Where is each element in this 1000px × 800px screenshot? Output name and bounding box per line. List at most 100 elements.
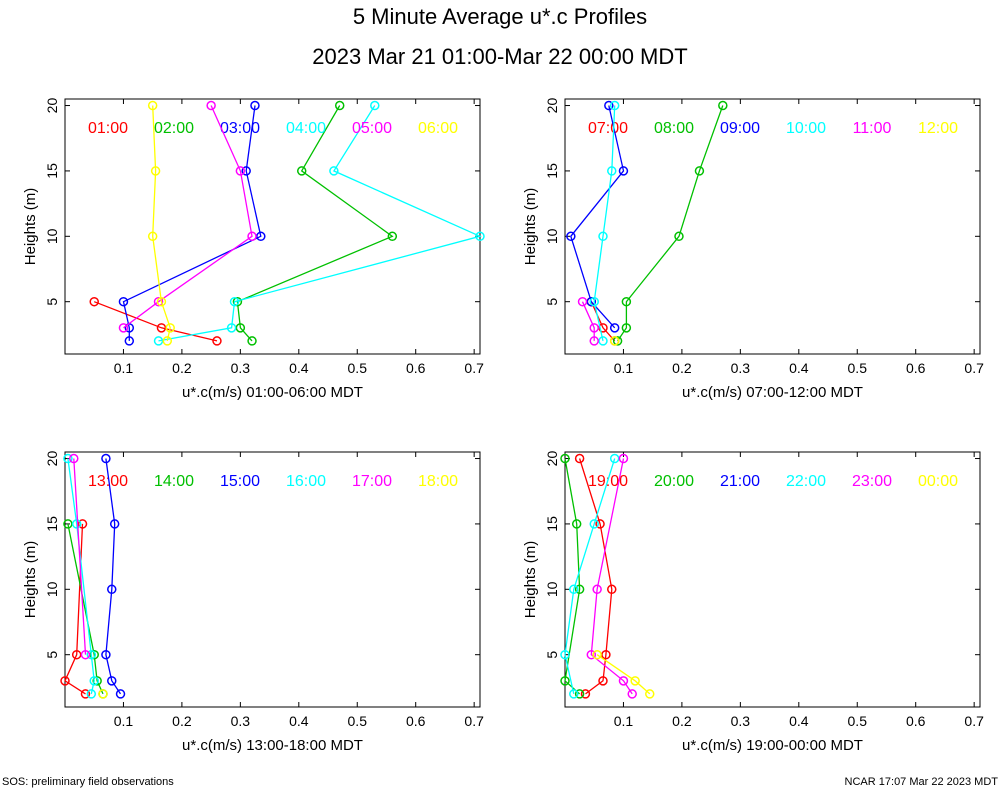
series-line <box>122 105 262 341</box>
plot-frame <box>564 98 981 355</box>
x-tick-label: 0.3 <box>231 360 251 376</box>
data-point <box>609 100 620 111</box>
legend-entry: 15:00 <box>220 473 260 490</box>
data-point <box>109 519 120 529</box>
series-line <box>564 458 581 695</box>
data-point <box>165 323 175 333</box>
y-axis-label: Heights (m) <box>22 188 39 266</box>
series-line <box>64 523 86 695</box>
data-point <box>247 336 257 346</box>
data-point <box>601 649 611 660</box>
data-point <box>153 336 164 346</box>
footer-timestamp: NCAR 17:07 Mar 22 2023 MDT <box>844 776 998 788</box>
data-point <box>574 453 585 464</box>
legend-entry: 17:00 <box>352 473 392 490</box>
chart-panel: 0.1 0.2 0.3 0.4 0.5 0.6 0.7 5 10 15 20 u*.c(m/s) 13… <box>22 451 484 754</box>
x-tick-label: 0.4 <box>789 360 809 376</box>
data-point <box>334 100 345 111</box>
x-tick-label: 0.2 <box>172 713 192 729</box>
legend-entry: 11:00 <box>853 120 892 137</box>
data-point <box>674 231 684 242</box>
series-line <box>152 105 171 342</box>
y-tick-label: 5 <box>44 298 60 306</box>
x-tick-label: 0.1 <box>114 713 134 729</box>
data-point <box>607 166 617 176</box>
y-tick-label: 10 <box>544 228 560 244</box>
legend-entry: 06:00 <box>418 120 458 137</box>
data-point <box>86 649 97 660</box>
series-line <box>590 458 633 695</box>
data-point <box>150 166 161 176</box>
data-point <box>580 689 591 699</box>
data-point <box>569 584 579 595</box>
y-tick-label: 20 <box>44 451 60 467</box>
data-point <box>89 649 99 660</box>
x-tick-label: 0.6 <box>906 713 926 729</box>
data-point <box>592 649 602 660</box>
plot-frame <box>64 98 481 355</box>
data-point <box>101 649 111 660</box>
legend-entry: 08:00 <box>654 120 694 137</box>
data-point <box>241 166 251 176</box>
series-group <box>592 649 655 699</box>
data-point <box>60 676 70 686</box>
data-point <box>586 296 597 307</box>
data-point <box>618 453 629 464</box>
data-point <box>586 649 597 660</box>
chart-panel: 0.1 0.2 0.3 0.4 0.5 0.6 0.7 5 10 15 20 u*.c(m/s) 07… <box>522 98 984 401</box>
data-point <box>571 519 582 529</box>
x-tick-label: 0.1 <box>114 360 134 376</box>
x-axis-label: u*.c(m/s) 13:00-18:00 MDT <box>182 737 363 754</box>
series-group <box>69 453 91 660</box>
data-point <box>77 519 88 529</box>
series-group <box>147 100 175 346</box>
data-point <box>63 453 73 464</box>
data-point <box>147 231 158 242</box>
x-tick-label: 0.6 <box>406 713 426 729</box>
series-line <box>105 458 122 695</box>
data-point <box>612 336 623 346</box>
x-tick-label: 0.4 <box>289 713 309 729</box>
data-point <box>621 296 632 307</box>
y-tick-label: 10 <box>44 228 60 244</box>
x-tick-label: 0.7 <box>464 713 484 729</box>
y-tick-label: 15 <box>44 163 60 179</box>
series-group <box>574 453 617 699</box>
series-group <box>589 100 620 346</box>
x-axis-label: u*.c(m/s) 01:00-06:00 MDT <box>182 384 363 401</box>
data-point <box>256 231 266 242</box>
series-group <box>232 100 398 346</box>
data-point <box>86 689 97 699</box>
data-point <box>247 231 257 242</box>
data-point <box>89 296 99 307</box>
y-tick-label: 20 <box>544 451 560 467</box>
data-point <box>598 231 608 242</box>
data-point <box>569 689 579 699</box>
data-point <box>107 676 117 686</box>
data-point <box>212 336 222 346</box>
data-point <box>92 676 102 686</box>
y-tick-label: 20 <box>44 98 60 114</box>
data-point <box>560 453 570 464</box>
y-tick-label: 15 <box>544 516 560 532</box>
data-point <box>566 231 576 242</box>
legend-entry: 13:00 <box>88 473 128 490</box>
x-tick-label: 0.3 <box>731 360 751 376</box>
x-tick-label: 0.5 <box>348 360 368 376</box>
series-group <box>63 519 108 699</box>
y-tick-label: 5 <box>44 651 60 659</box>
legend-entry: 23:00 <box>852 473 892 490</box>
data-point <box>229 296 240 307</box>
series-group <box>60 519 91 699</box>
x-tick-label: 0.4 <box>789 713 809 729</box>
data-point <box>589 323 599 333</box>
data-point <box>147 100 158 111</box>
data-point <box>618 166 629 176</box>
series-group <box>118 100 257 333</box>
x-axis-label: u*.c(m/s) 19:00-00:00 MDT <box>682 737 863 754</box>
data-point <box>718 100 728 111</box>
data-point <box>80 689 91 699</box>
series-group <box>118 100 266 346</box>
data-point <box>595 519 605 529</box>
series-group <box>89 296 222 346</box>
